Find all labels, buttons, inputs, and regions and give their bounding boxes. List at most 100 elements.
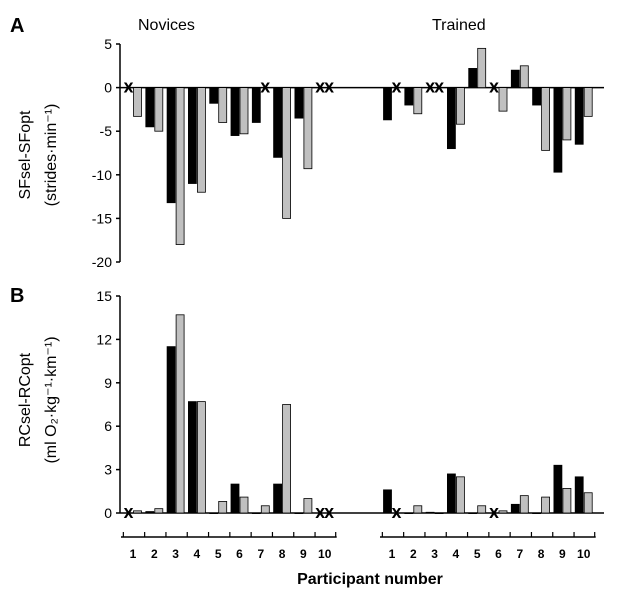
panel-a-trained-missing-marker: X [489, 82, 499, 97]
x-tick-label-trained: 1 [389, 547, 396, 561]
panel-a-ylabel-line1: SFsel-SFopt [17, 110, 34, 199]
panel-a-trained-series1-bar [553, 87, 563, 173]
panel-b-trained-series2-bar [477, 505, 487, 514]
panel-b-label: B [10, 285, 24, 307]
panel-b-novices-series2-bar [175, 314, 185, 514]
panel-a-novices-series1-bar [145, 87, 155, 128]
panel-a-trained-series2-bar [541, 87, 550, 151]
x-tick-label-novices: 1 [130, 547, 137, 561]
panel-b-trained-series1-bar [404, 512, 414, 515]
panel-b-y-tick-label: 3 [104, 462, 112, 478]
x-axis-label: Participant number [297, 571, 443, 588]
panel-a-novices-series2-bar [282, 87, 292, 219]
x-tick-label-novices: 6 [236, 547, 243, 561]
panel-a-novices-series2-bar [154, 87, 164, 132]
x-tick-label-novices: 5 [215, 547, 222, 561]
panel-a-trained-series2-bar [583, 87, 593, 117]
panel-b-novices-series2-bar [218, 501, 228, 514]
panel-b-trained-series2-bar [498, 510, 508, 514]
panel-b-novices-missing-marker: X [315, 507, 325, 522]
panel-a-group-trained: Trained [432, 17, 486, 34]
panel-a-trained-series2-bar [413, 87, 423, 115]
panel-b-trained-series2-bar [583, 492, 593, 514]
panel-a-ylabel-line2: (strides·min⁻¹) [43, 104, 60, 207]
panel-b-novices-series2-bar [260, 505, 270, 514]
x-tick-label-novices: 4 [194, 547, 201, 561]
panel-b-novices-series1-bar [187, 401, 197, 514]
panel-b-y-tick-label: 0 [104, 505, 112, 521]
panel-a-trained-series2-bar [498, 87, 508, 112]
x-tick-label-novices: 10 [318, 547, 332, 561]
panel-a-trained-missing-marker: X [391, 82, 401, 97]
x-tick-label-trained: 6 [495, 547, 502, 561]
panel-b-y-tick-label: 9 [104, 375, 112, 391]
panel-b-y-tick-label: 6 [104, 418, 112, 434]
panel-b-trained-missing-marker: X [489, 507, 499, 522]
panel-b-trained-series2-bar [413, 505, 423, 514]
panel-b-novices-series1-bar [145, 511, 155, 514]
panel-b-novices-series2-bar [154, 508, 164, 514]
panel-a-novices-missing-marker: X [315, 82, 325, 97]
panel-b-y-tick-label: 12 [96, 331, 112, 347]
panel-b-novices-series1-bar [230, 483, 240, 514]
panel-a-novices-series2-bar [303, 87, 313, 170]
panel-a-novices-series2-bar [196, 87, 206, 193]
panel-b-trained-series1-bar [553, 464, 563, 514]
panel-b-trained-series2-bar [455, 476, 465, 514]
panel-b-trained-series1-bar [383, 489, 392, 514]
panel-b-novices-series1-bar [273, 483, 283, 514]
panel-b-ylabel-line2: (ml O₂·kg⁻¹·km⁻¹) [43, 336, 60, 463]
panel-a-trained-series2-bar [562, 87, 572, 141]
panel-a-trained-series1-bar [574, 87, 584, 145]
panel-b-trained-series1-bar [574, 476, 584, 514]
panel-a-novices-series1-bar [166, 87, 176, 204]
panel-b-trained-series1-bar [425, 511, 435, 514]
x-tick-label-trained: 10 [577, 547, 591, 561]
panel-a-y-tick-label: -5 [100, 123, 113, 139]
panel-a-novices-series2-bar [239, 87, 249, 135]
panel-b-novices-missing-marker: X [123, 507, 133, 522]
panel-a-novices-missing-marker: X [324, 82, 334, 97]
panel-a-novices-missing-marker: X [123, 82, 133, 97]
panel-a-novices-missing-marker: X [260, 82, 270, 97]
panel-a-trained-series1-bar [383, 87, 392, 121]
panel-a-y-tick-label: 0 [104, 80, 112, 96]
panel-a-novices-series1-bar [251, 87, 261, 123]
panel-b-novices-series2-bar [133, 510, 142, 514]
panel-a-y-tick-label: -15 [92, 210, 112, 226]
panel-a-label: A [10, 15, 24, 37]
x-tick-label-trained: 7 [516, 547, 523, 561]
panel-b-novices-series1-bar [251, 512, 261, 515]
panel-b-trained-series1-bar [446, 473, 456, 514]
x-tick-label-trained: 8 [538, 547, 545, 561]
panel-b-novices-series1-bar [166, 346, 176, 514]
panel-b-novices-series2-bar [239, 496, 249, 514]
panel-a-novices-series1-bar [294, 87, 304, 119]
panel-a-trained-missing-marker: X [434, 82, 444, 97]
panel-a-trained-series2-bar [455, 87, 465, 125]
panel-b-novices-series2-bar [303, 498, 313, 514]
panel-a-novices-series2-bar [133, 87, 142, 117]
panel-b-novices-missing-marker: X [324, 507, 334, 522]
panel-b-trained-series1-bar [532, 512, 541, 515]
panel-a-trained-series1-bar [446, 87, 456, 150]
panel-a-novices-series1-bar [273, 87, 283, 158]
panel-b-trained-series2-bar [541, 496, 550, 514]
x-tick-label-trained: 9 [559, 547, 566, 561]
panel-a-trained-series1-bar [532, 87, 541, 106]
panel-a-group-novices: Novices [138, 17, 195, 34]
panel-b-trained-series1-bar [468, 512, 478, 515]
x-tick-label-novices: 8 [279, 547, 286, 561]
x-tick-label-trained: 3 [431, 547, 438, 561]
panel-b-trained-series2-bar [562, 488, 572, 514]
x-tick-label-trained: 4 [453, 547, 460, 561]
panel-a-y-tick-label: -10 [92, 167, 112, 183]
x-tick-label-novices: 7 [257, 547, 264, 561]
panel-a-y-tick-label: -20 [92, 254, 112, 270]
panel-b-trained-series2-bar [434, 512, 444, 515]
panel-a-novices-series1-bar [187, 87, 197, 184]
panel-b-trained-series2-bar [519, 495, 529, 514]
panel-a-novices-series2-bar [175, 87, 185, 245]
